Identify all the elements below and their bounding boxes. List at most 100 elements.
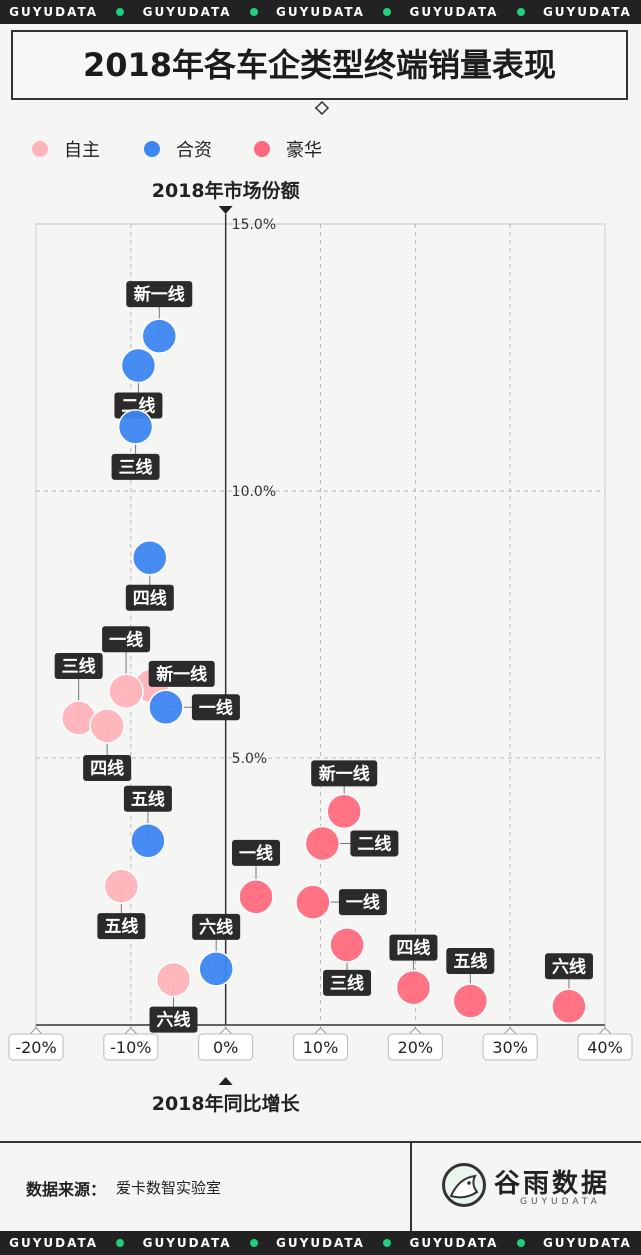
data-point-合资: [117, 409, 154, 445]
point-label-badge: [111, 453, 160, 480]
x-tick-label: -10%: [110, 1038, 151, 1057]
source-label: 数据来源：: [26, 1180, 107, 1199]
point-label: 三线: [330, 973, 364, 994]
point-label-badge: [191, 694, 240, 721]
band-text: GUYUDATA: [142, 1236, 232, 1250]
data-point-合资: [198, 951, 234, 987]
band-dot-icon: [249, 8, 258, 16]
point-label: 六线: [552, 956, 586, 977]
band-dot-icon: [116, 8, 125, 16]
band-dot-icon: [249, 1239, 258, 1247]
data-point-豪华: [329, 927, 365, 963]
data-point-豪华: [304, 825, 341, 862]
x-tick-label: 40%: [587, 1038, 623, 1057]
x-tick-pointer-icon: [29, 1027, 43, 1035]
point-label: 四线: [133, 588, 167, 609]
x-tick-pointer-icon: [219, 1027, 233, 1035]
data-point-豪华: [452, 983, 489, 1019]
point-label: 新一线: [156, 664, 207, 685]
band-dot-icon: [383, 8, 392, 16]
point-label-badge: [148, 660, 215, 687]
data-point-自主: [108, 673, 144, 709]
band-dot-icon: [516, 8, 525, 16]
point-label-badge: [323, 969, 372, 996]
point-label-badge: [338, 889, 387, 916]
band-text: GUYUDATA: [9, 1236, 99, 1250]
point-label: 五线: [131, 789, 165, 810]
legend-marker-0: [32, 141, 48, 157]
x-tick-pointer-icon: [503, 1027, 517, 1035]
point-label: 二线: [357, 833, 391, 854]
point-label-badge: [54, 652, 103, 679]
point-label-badge: [125, 584, 174, 611]
point-label-badge: [389, 934, 438, 961]
point-label-badge: [83, 754, 132, 781]
bottom-band: GUYUDATA GUYUDATA GUYUDATA GUYUDATA GUYU…: [0, 1231, 641, 1255]
x-axis-arrow-icon: [218, 1077, 233, 1085]
diamond-icon: [314, 100, 330, 116]
band-dot-icon: [383, 1239, 392, 1247]
bird-logo-icon: [442, 1163, 486, 1207]
band-text: GUYUDATA: [542, 5, 632, 19]
point-label: 一线: [109, 629, 143, 650]
logo-main-text: 谷雨数据: [494, 1169, 611, 1199]
band-dot-icon: [516, 1239, 525, 1247]
x-tick-label: 10%: [303, 1038, 339, 1057]
x-tick-label: -20%: [15, 1038, 56, 1057]
footer-divider: [410, 1143, 412, 1233]
x-tick-pointer-icon: [408, 1027, 422, 1035]
x-tick-pointer-icon: [598, 1027, 612, 1035]
point-label-badge: [311, 760, 378, 787]
top-band: GUYUDATA GUYUDATA GUYUDATA GUYUDATA GUYU…: [0, 0, 641, 24]
data-point-豪华: [326, 793, 362, 830]
x-tick-badge: [387, 1033, 443, 1061]
point-label: 五线: [453, 951, 487, 972]
source-value: 爱卡数智实验室: [116, 1179, 222, 1197]
band-text: GUYUDATA: [409, 5, 499, 19]
legend-label-2: 豪华: [286, 140, 322, 161]
band-text: GUYUDATA: [542, 1236, 632, 1250]
point-label: 四线: [396, 938, 430, 959]
y-tick-label: 5.0%: [232, 751, 268, 767]
title-box: 2018年各车企类型终端销量表现: [11, 30, 628, 100]
x-tick-badge: [293, 1033, 348, 1061]
point-label-badge: [126, 281, 193, 308]
point-label: 四线: [90, 758, 124, 779]
point-label: 三线: [119, 457, 153, 478]
x-tick-badge: [8, 1033, 64, 1061]
y-axis-arrow-icon: [218, 206, 233, 214]
x-tick-label: 20%: [398, 1038, 434, 1057]
x-tick-label: 30%: [492, 1038, 528, 1057]
legend-label-0: 自主: [64, 140, 100, 161]
point-label-badge: [544, 953, 593, 980]
y-tick-label: 10.0%: [232, 484, 276, 500]
band-text: GUYUDATA: [276, 1236, 365, 1250]
x-tick-badge: [103, 1033, 159, 1061]
point-label: 三线: [62, 656, 96, 677]
scatter-chart: 自主 合资 豪华 2018年市场份额 5.0% 10.0% 15.0% -20% -10% 0% 1…: [8, 100, 633, 1115]
data-point-自主: [155, 961, 192, 998]
point-label-badge: [192, 913, 241, 940]
band-text: GUYUDATA: [9, 5, 99, 19]
point-label: 一线: [239, 843, 273, 864]
y-axis-title: 2018年市场份额: [152, 179, 300, 202]
point-label: 新一线: [134, 284, 185, 305]
x-axis-title: 2018年同比增长: [152, 1092, 301, 1115]
x-tick-label: 0%: [213, 1038, 238, 1057]
data-point-豪华: [238, 879, 274, 915]
legend-label-1: 合资: [176, 140, 212, 161]
data-point-自主: [103, 868, 140, 904]
point-label-badge: [446, 947, 495, 974]
data-point-合资: [120, 347, 157, 384]
band-text: GUYUDATA: [409, 1236, 499, 1250]
point-label-badge: [97, 913, 146, 940]
point-label-badge: [149, 1006, 198, 1033]
point-label: 新一线: [319, 763, 370, 784]
point-label-badge: [232, 839, 281, 866]
logo-sub-text: GUYUDATA: [520, 1197, 601, 1207]
data-point-自主: [89, 708, 125, 744]
band-text: GUYUDATA: [276, 5, 365, 19]
x-tick-pointer-icon: [314, 1027, 327, 1035]
point-label: 一线: [346, 892, 380, 913]
legend-marker-1: [144, 141, 160, 157]
